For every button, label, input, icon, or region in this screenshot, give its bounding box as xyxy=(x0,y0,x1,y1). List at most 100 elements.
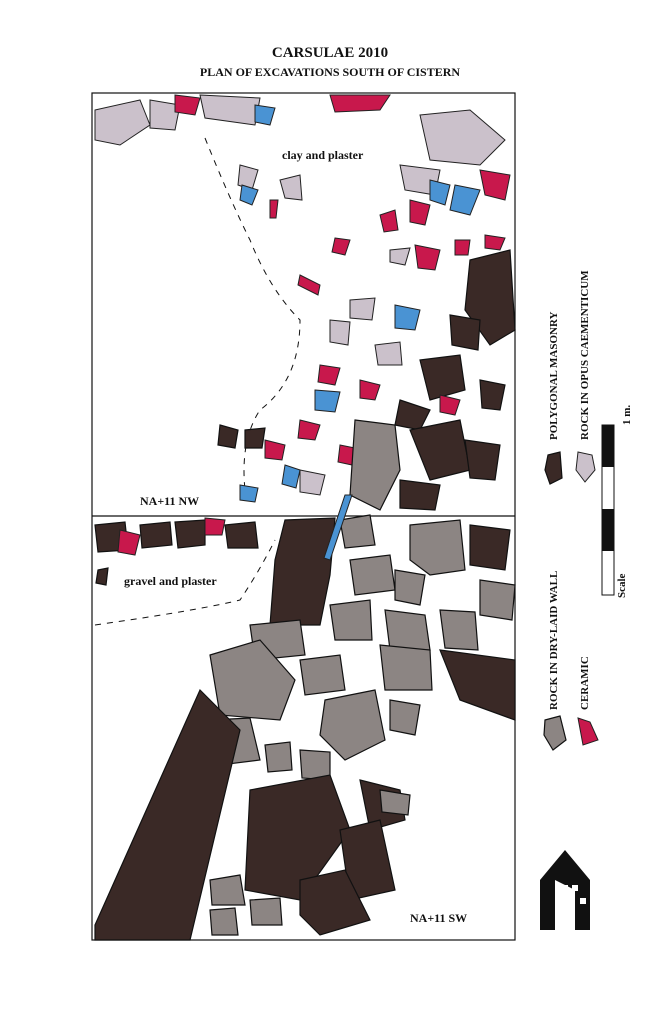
rock xyxy=(254,104,276,126)
rock xyxy=(409,199,431,226)
legend-label: POLYGONAL MASONRY xyxy=(548,311,560,440)
rock xyxy=(349,297,376,321)
legend-label: ROCK IN DRY-LAID WALL xyxy=(548,571,560,710)
rock xyxy=(319,689,386,761)
rock xyxy=(399,479,441,511)
rock xyxy=(204,517,226,536)
rock xyxy=(244,774,351,901)
rock xyxy=(297,274,321,296)
rock xyxy=(174,519,206,549)
rock xyxy=(209,639,296,721)
rock xyxy=(244,427,266,449)
rock xyxy=(239,484,259,503)
rock xyxy=(279,174,303,201)
rock xyxy=(540,850,590,930)
shape xyxy=(562,885,568,891)
boundary xyxy=(204,137,301,491)
north-arrow xyxy=(540,850,590,930)
rock xyxy=(329,319,351,346)
legend-swatch xyxy=(543,715,567,751)
rock xyxy=(464,439,501,481)
rock xyxy=(239,184,259,206)
rock xyxy=(249,897,283,926)
rock xyxy=(95,567,109,586)
area-label: clay and plaster xyxy=(282,148,364,162)
rock xyxy=(94,99,151,146)
rock xyxy=(374,341,403,366)
rock xyxy=(484,234,506,251)
legend-swatch xyxy=(575,451,596,483)
shape xyxy=(572,885,578,891)
scale-segment xyxy=(602,509,614,551)
shape xyxy=(562,898,568,904)
excavation-plan: clay and plaster NA+11 NW gravel and pla… xyxy=(91,92,516,941)
rock xyxy=(449,314,481,351)
scale-label: Scale xyxy=(616,573,628,598)
rock xyxy=(449,184,481,216)
rock xyxy=(384,609,431,651)
rock xyxy=(439,394,461,416)
rock xyxy=(329,94,391,113)
rock xyxy=(409,519,466,576)
grid-label: NA+11 NW xyxy=(140,494,199,508)
rock xyxy=(359,379,381,401)
rock xyxy=(199,94,261,126)
title: CARSULAE 2010 xyxy=(272,45,388,61)
rock xyxy=(331,237,351,256)
shape xyxy=(580,898,586,904)
rock xyxy=(94,688,241,941)
rock xyxy=(429,179,451,206)
rock xyxy=(139,521,173,549)
scale-bar: 1 m. Scale xyxy=(601,405,633,598)
rock xyxy=(479,579,516,621)
rock xyxy=(224,521,259,549)
rock xyxy=(469,524,511,571)
legend-label: ROCK IN OPUS CAEMENTICUM xyxy=(579,270,591,440)
subtitle: PLAN OF EXCAVATIONS SOUTH OF CISTERN xyxy=(200,65,460,79)
rock xyxy=(389,247,411,266)
rock xyxy=(419,354,466,401)
rock xyxy=(174,94,201,116)
area-label: gravel and plaster xyxy=(124,574,217,588)
rock xyxy=(117,529,141,556)
rock xyxy=(323,494,353,561)
rock xyxy=(209,874,246,906)
rock xyxy=(264,439,286,461)
legend-label: CERAMIC xyxy=(579,656,591,710)
rock xyxy=(281,464,301,489)
rock xyxy=(379,644,433,691)
rock xyxy=(479,379,506,411)
legend-swatch xyxy=(544,451,563,485)
scale-unit: 1 m. xyxy=(621,405,633,425)
rock xyxy=(299,869,371,936)
legend: POLYGONAL MASONRY ROCK IN OPUS CAEMENTIC… xyxy=(543,270,599,751)
rock xyxy=(349,554,396,596)
rock xyxy=(394,304,421,331)
rock xyxy=(299,654,346,696)
rock xyxy=(149,99,181,131)
rock xyxy=(379,209,399,233)
rock xyxy=(414,244,441,271)
grid-label: NA+11 SW xyxy=(410,911,467,925)
rock xyxy=(479,169,511,201)
boundary xyxy=(94,539,276,626)
rock xyxy=(339,514,376,549)
rock xyxy=(329,599,373,641)
rock xyxy=(409,419,471,481)
rock xyxy=(419,109,506,166)
scale-segment xyxy=(602,425,614,467)
rock xyxy=(379,789,411,816)
rocks xyxy=(94,94,516,941)
rock xyxy=(439,609,479,651)
rock xyxy=(297,419,321,441)
rock xyxy=(439,649,516,721)
rock xyxy=(317,364,341,386)
rock xyxy=(349,419,401,511)
rock xyxy=(269,517,336,626)
legend-swatch xyxy=(577,717,599,746)
rock xyxy=(394,569,426,606)
rock xyxy=(314,389,341,413)
rock xyxy=(389,699,421,736)
shape xyxy=(562,912,568,918)
